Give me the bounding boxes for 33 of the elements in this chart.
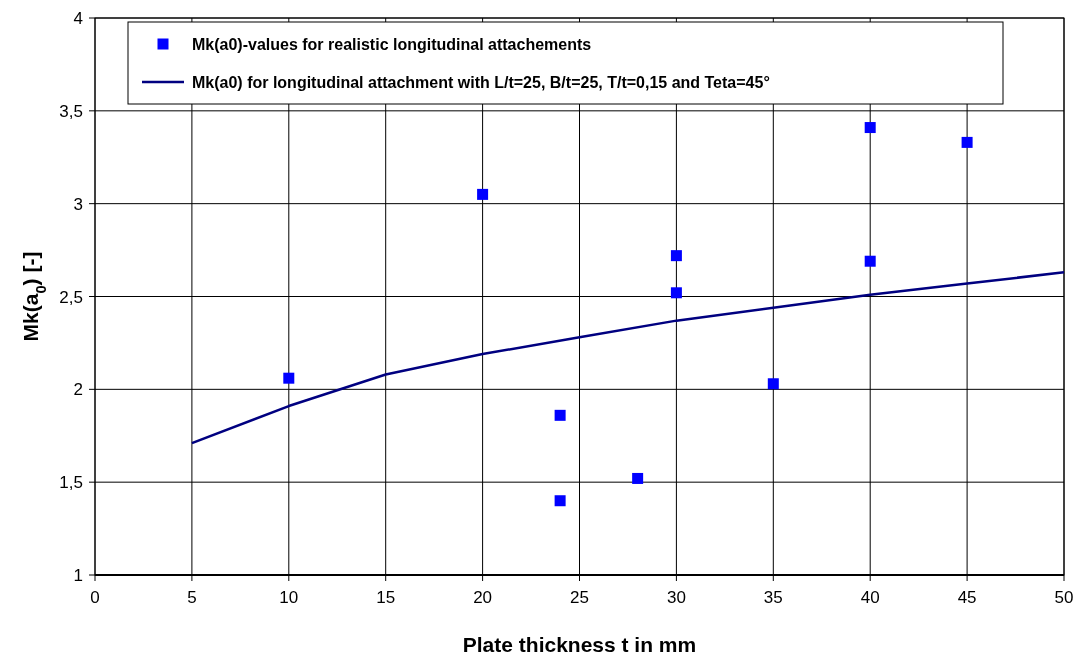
legend-label: Mk(a0)-values for realistic longitudinal attachements [192,36,592,53]
y-tick-label: 3 [73,194,83,214]
y-tick-label: 2 [73,380,83,400]
x-tick-label: 25 [570,588,589,607]
x-tick-label: 50 [1054,588,1074,607]
x-tick-label: 45 [957,588,977,607]
point [961,136,973,148]
x-tick-label: 15 [376,588,396,607]
y-tick-label: 4 [73,9,83,28]
x-tick-label: 35 [763,588,783,607]
point [632,472,644,484]
point [670,287,682,299]
x-tick-label: 10 [279,588,299,607]
point [767,378,779,390]
point [670,250,682,262]
line-series [190,271,1066,445]
point [864,122,876,134]
point [554,495,566,507]
point [864,255,876,267]
point [554,409,566,421]
x-tick-label: 30 [666,588,686,607]
x-tick-label: 40 [860,588,880,607]
x-tick-label: 0 [90,588,100,607]
x-tick-label: 20 [473,588,493,607]
x-tick-label: 5 [187,588,197,607]
legend-label: Mk(a0) for longitudinal attachment with L/t=25, B/t=25, T/t=0,15 and Teta=45° [192,74,770,91]
y-tick-label: 1 [73,566,83,585]
y-tick-label: 2,5 [59,287,83,307]
point [477,188,489,200]
point [283,372,295,384]
y-tick-label: 3,5 [59,101,83,121]
y-tick-label: 1,5 [59,473,83,493]
x-axis-title: Plate thickness t in mm [462,633,697,656]
